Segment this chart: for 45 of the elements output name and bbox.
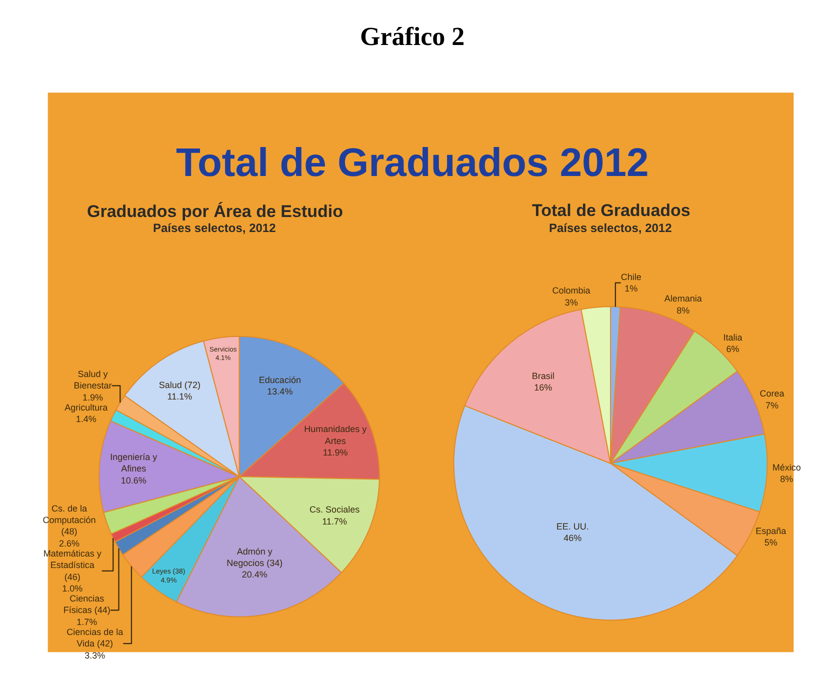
slice-label: Italia [723, 332, 742, 343]
data-label: 3% [564, 297, 578, 308]
data-label: 8% [676, 305, 690, 316]
slice-label: Salud (72) [158, 380, 200, 390]
data-label: 46% [564, 533, 582, 544]
slice-label: Ciencias Físicas (44) [63, 593, 110, 616]
data-label: 7% [766, 400, 779, 410]
slice-label: Agricultura [64, 402, 108, 412]
slice-label: Ciencias de la Vida (42) [66, 626, 124, 649]
slice-label: Corea [760, 388, 784, 399]
slice-label: Ingeniería y Afines [110, 452, 158, 474]
slice-label: Chile [620, 272, 642, 282]
chart-title: Total de Graduados [532, 201, 690, 220]
slice-label: Salud y Bienestar [74, 369, 112, 391]
data-label: 16% [534, 382, 552, 393]
slice-label: Brasil [532, 371, 554, 382]
chart-subtitle: Países selectos, 2012 [153, 221, 276, 235]
slice-label: España [756, 526, 786, 536]
slice-label: Colombia [552, 286, 590, 296]
data-label: 1.9% [82, 392, 104, 402]
data-label: 3.3% [84, 650, 106, 660]
data-label: 11.7% [322, 516, 348, 526]
text: Gráfico 2 [360, 22, 465, 51]
slice-label: Humanidades y Artes [304, 424, 368, 446]
slice-label: EE. UU. [556, 522, 589, 532]
slice-label: Cs. Sociales [310, 504, 360, 515]
slice-label: Educación [258, 374, 301, 385]
data-label: 1.0% [62, 583, 83, 594]
data-label: 5% [764, 538, 778, 548]
data-label: 6% [726, 344, 740, 354]
chart-subtitle: Países selectos, 2012 [549, 221, 672, 235]
data-label: 13.4% [267, 386, 293, 397]
data-label: 1.7% [76, 616, 98, 627]
data-label: 2.6% [58, 538, 80, 548]
data-label: 20.4% [242, 570, 268, 580]
data-label: 1% [624, 284, 638, 294]
slice-label: Admón y Negocios (34) [226, 546, 283, 568]
text: Total de Graduados 2012 [176, 141, 649, 185]
data-label: 11.1% [167, 392, 192, 402]
data-label: 8% [780, 474, 794, 484]
data-label: 10.6% [120, 475, 146, 486]
data-label: 1.4% [76, 414, 96, 424]
chart-title: Graduados por Área de Estudio [87, 201, 343, 221]
slice-label: Alemania [664, 294, 702, 304]
data-label: 11.9% [322, 448, 348, 458]
